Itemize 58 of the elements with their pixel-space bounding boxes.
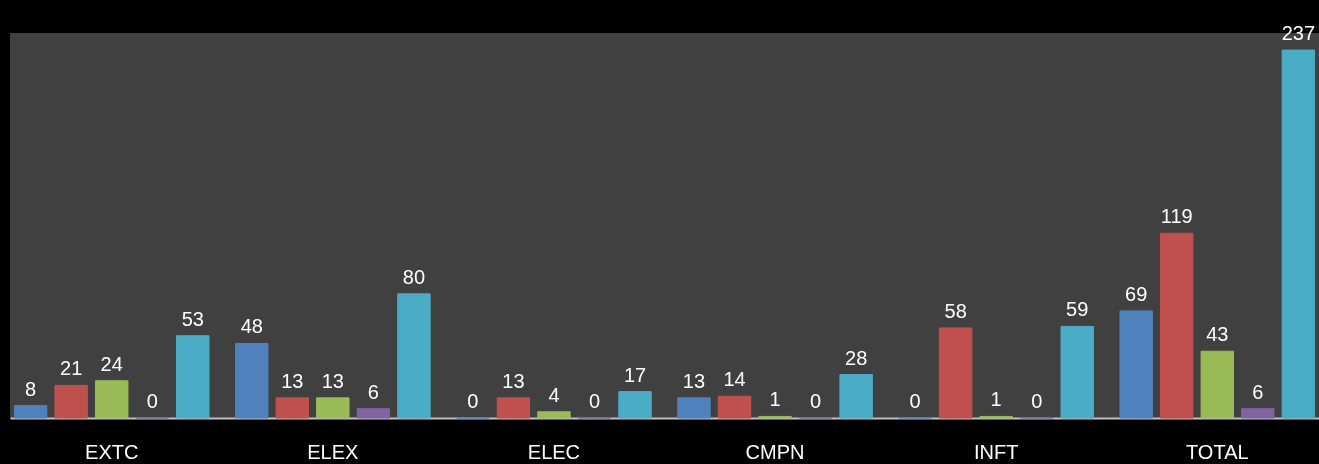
data-label: 0 <box>467 390 479 412</box>
data-label: 8 <box>25 377 37 400</box>
data-label: 0 <box>1031 390 1043 412</box>
bar <box>1160 232 1194 419</box>
bar <box>1060 325 1094 419</box>
x-tick-label: EXTC <box>85 440 139 463</box>
x-tick-label: ELEX <box>307 440 359 463</box>
bar <box>1281 49 1316 419</box>
bar <box>496 397 531 419</box>
bar <box>839 374 873 419</box>
data-label: 1 <box>769 388 781 411</box>
data-label: 0 <box>909 390 921 412</box>
bar <box>1200 350 1234 419</box>
bar <box>95 380 129 419</box>
data-label: 59 <box>1066 298 1089 321</box>
bar <box>13 405 48 419</box>
data-label: 13 <box>321 369 344 392</box>
data-label: 58 <box>944 299 967 322</box>
data-label: 13 <box>682 369 706 392</box>
data-label: 6 <box>367 380 379 403</box>
bar <box>1119 310 1153 419</box>
bar <box>938 327 973 419</box>
data-label: 80 <box>402 265 426 288</box>
data-label: 1 <box>990 388 1002 411</box>
bar <box>176 335 210 419</box>
data-label: 13 <box>281 369 304 392</box>
data-label: 24 <box>100 352 123 375</box>
data-label: 4 <box>548 383 560 406</box>
data-label: 28 <box>845 346 868 369</box>
bar <box>356 408 391 419</box>
bar <box>397 293 431 419</box>
data-label: 53 <box>181 307 204 330</box>
bar <box>618 391 652 419</box>
data-label: 21 <box>60 357 83 380</box>
data-label: 0 <box>146 390 158 412</box>
bar <box>275 397 310 419</box>
data-label: 119 <box>1160 205 1193 228</box>
data-label: 13 <box>502 369 525 392</box>
bar <box>717 395 752 419</box>
x-tick-label: ELEC <box>527 440 581 463</box>
bar <box>1241 408 1275 419</box>
data-label: 69 <box>1125 282 1148 305</box>
x-tick-label: INFT <box>973 440 1019 463</box>
data-label: 14 <box>723 368 746 391</box>
data-label: 0 <box>588 390 601 412</box>
data-label: 6 <box>1252 380 1264 403</box>
bar <box>316 397 350 419</box>
data-label: 43 <box>1206 323 1229 346</box>
x-tick-label: CMPN <box>745 440 805 463</box>
data-label: 48 <box>240 315 263 338</box>
bar <box>677 397 711 419</box>
data-label: 17 <box>623 363 647 386</box>
bar <box>537 411 571 419</box>
bar <box>54 384 88 419</box>
data-label: 237 <box>1281 22 1316 45</box>
x-tick-label: TOTAL <box>1185 440 1249 463</box>
data-label: 0 <box>810 390 822 412</box>
bar <box>235 342 269 419</box>
